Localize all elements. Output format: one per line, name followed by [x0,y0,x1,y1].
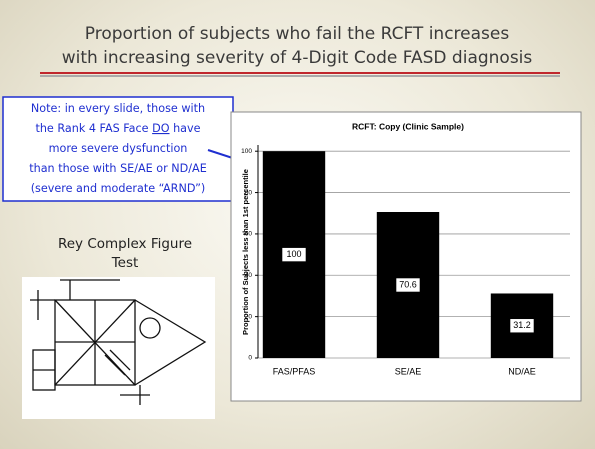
y-tick-label: 100 [241,148,252,155]
x-tick-label: ND/AE [508,366,536,376]
value-label-box [509,318,535,334]
y-tick-label: 0 [248,355,252,362]
y-tick-label: 60 [245,231,253,238]
note-line: than those with SE/AE or ND/AE [29,162,207,175]
x-tick-label: FAS/PFAS [273,366,316,376]
y-tick-label: 40 [245,272,253,279]
note-box [2,96,234,202]
figure-box [22,277,215,419]
figure-caption: Test [111,255,139,271]
note-text: have [170,122,201,135]
value-label-box [395,277,421,293]
chart-title: RCFT: Copy (Clinic Sample) [352,121,464,131]
slide-title-line: Proportion of subjects who fail the RCFT… [85,24,510,44]
figure-caption: Rey Complex Figure [58,236,192,252]
note-line: Note: in every slide, those with [31,102,205,115]
value-label: 70.6 [399,279,417,289]
value-label: 100 [286,249,301,259]
note-text: the Rank 4 FAS Face [35,122,152,135]
x-tick-label: SE/AE [395,366,422,376]
note-line: the Rank 4 FAS Face DO have [35,122,200,135]
slide-title-line: with increasing severity of 4-Digit Code… [62,48,533,68]
note-emphasis: DO [152,122,170,135]
value-label-box [281,247,307,262]
note-line: more severe dysfunction [49,142,188,155]
value-label: 31.2 [513,320,531,330]
note-line: (severe and moderate “ARND”) [31,182,206,195]
y-tick-label: 20 [245,313,253,320]
y-tick-label: 80 [245,189,253,196]
y-axis-label: Proportion of Subjects less than 1st per… [241,169,250,335]
rey-figure [30,279,207,405]
